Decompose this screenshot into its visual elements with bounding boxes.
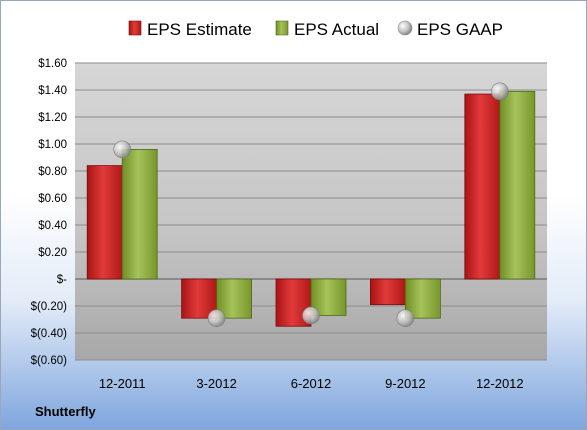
y-tick-label: $0.60 <box>38 193 67 205</box>
legend-item-gaap: EPS GAAP <box>397 20 503 39</box>
x-tick-label: 12-2012 <box>476 376 524 391</box>
x-tick-label: 9-2012 <box>385 376 425 391</box>
legend: EPS Estimate EPS Actual EPS GAAP <box>128 20 503 39</box>
marker-eps-gaap <box>302 306 320 325</box>
x-axis: 12-2011 3-2012 6-2012 9-2012 12-2012 <box>99 376 524 391</box>
y-tick-label: $1.00 <box>38 139 67 151</box>
legend-swatch-gaap <box>397 20 413 36</box>
y-tick-label: $0.40 <box>38 220 67 232</box>
bar-eps-estimate <box>464 93 501 280</box>
y-tick-label: $1.20 <box>38 112 67 124</box>
y-tick-label: $(0.40) <box>31 328 68 340</box>
bar-eps-estimate <box>86 165 123 280</box>
y-tick-label: $(0.20) <box>31 301 68 313</box>
x-tick-label: 3-2012 <box>196 376 236 391</box>
bar-eps-actual <box>499 90 536 280</box>
y-tick-label: $0.80 <box>38 166 67 178</box>
legend-label-estimate: EPS Estimate <box>147 20 252 39</box>
y-tick-label: $1.60 <box>38 58 67 70</box>
bar-eps-estimate <box>369 278 406 306</box>
gaap-markers <box>113 82 509 327</box>
marker-eps-gaap <box>396 309 415 327</box>
bars <box>86 90 536 327</box>
x-tick-label: 6-2012 <box>291 376 331 391</box>
y-tick-label: $1.40 <box>38 85 67 97</box>
y-axis: $1.60 $1.40 $1.20 $1.00 $0.80 $0.60 $0.40 $0.20… <box>31 58 68 367</box>
y-tick-label: $0.20 <box>38 247 67 259</box>
y-tick-label: $- <box>57 274 67 286</box>
legend-item-actual: EPS Actual <box>275 20 379 39</box>
legend-swatch-estimate <box>128 20 142 36</box>
marker-eps-gaap <box>490 82 509 101</box>
legend-swatch-actual <box>275 20 289 36</box>
marker-eps-gaap <box>113 140 131 159</box>
legend-label-actual: EPS Actual <box>294 20 379 39</box>
legend-label-gaap: EPS GAAP <box>417 20 503 39</box>
company-name: Shutterfly <box>35 404 96 419</box>
bar-eps-actual <box>121 148 158 280</box>
marker-eps-gaap <box>207 309 226 327</box>
y-tick-label: $(0.60) <box>31 355 68 367</box>
x-tick-label: 12-2011 <box>99 376 146 391</box>
legend-item-estimate: EPS Estimate <box>128 20 252 39</box>
